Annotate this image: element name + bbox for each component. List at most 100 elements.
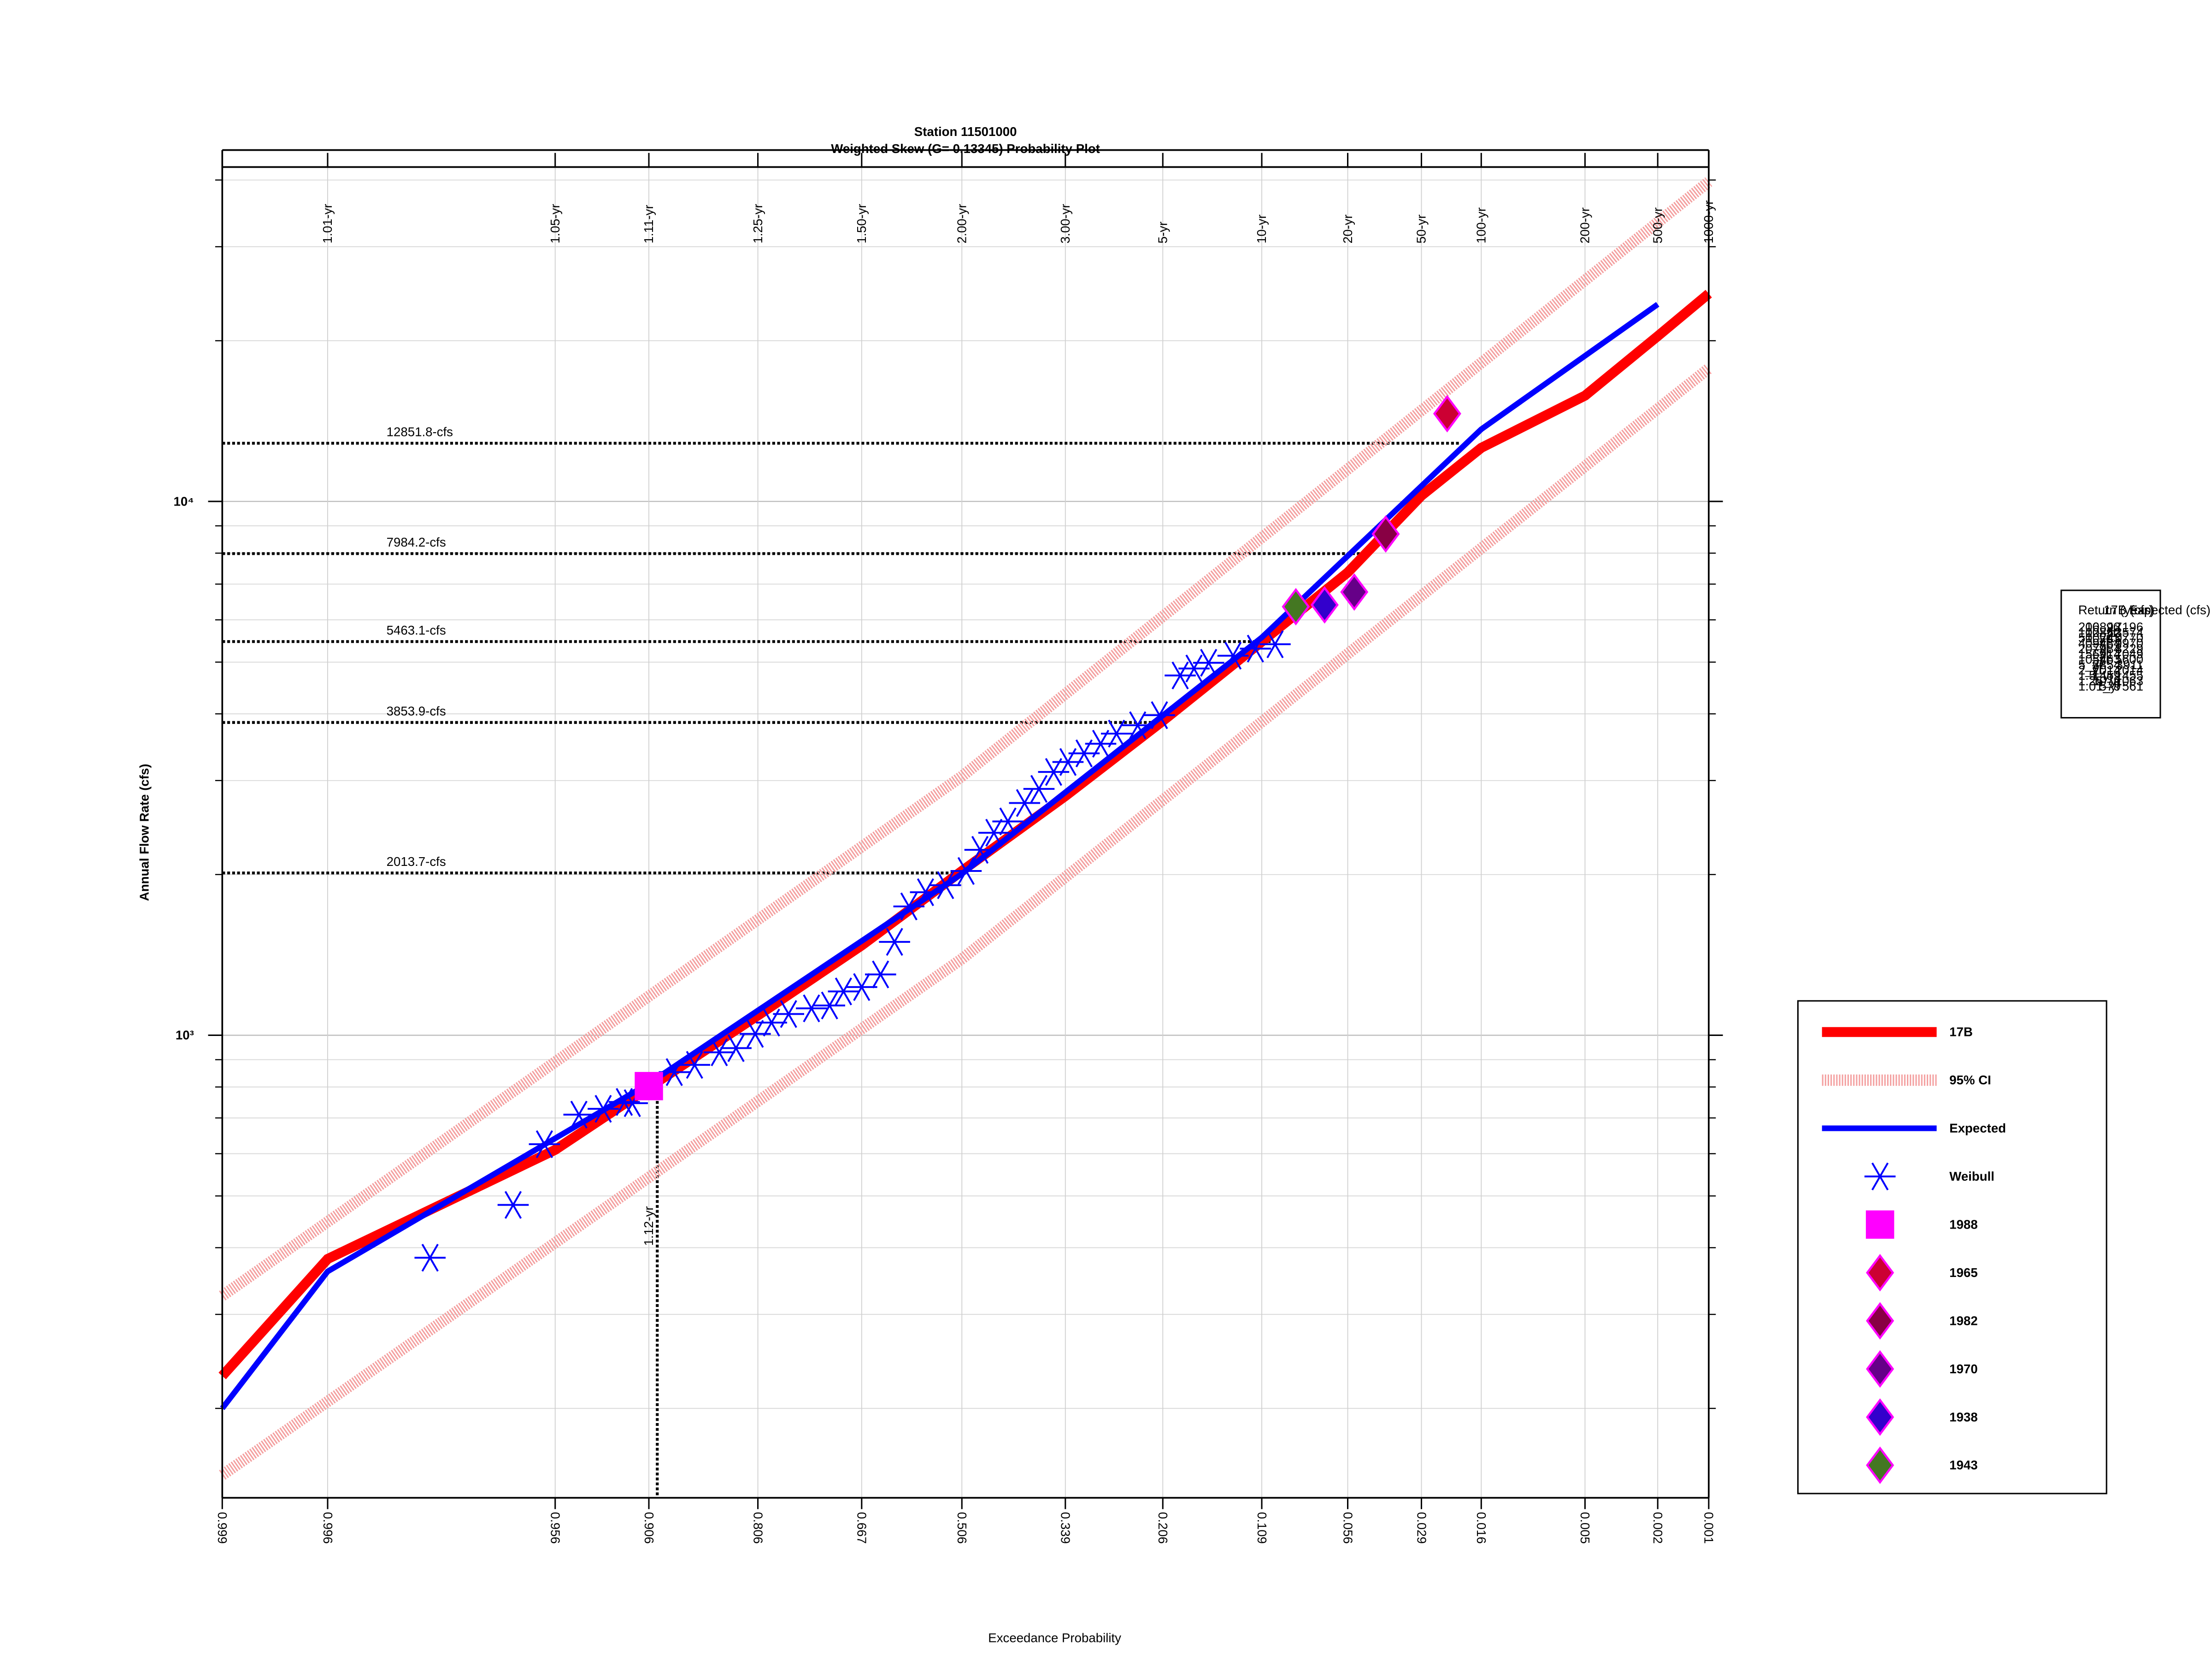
legend-label: Weibull (1949, 1169, 1994, 1183)
table-cell: 2_yr (2078, 663, 2103, 677)
x2-tick-label: 1.11-yr (641, 205, 656, 243)
legend-label: Expected (1949, 1121, 2006, 1135)
weibull-point (1193, 649, 1224, 677)
table-cell: 3854 (2092, 658, 2120, 672)
x-tick-label: 0.906 (642, 1512, 656, 1544)
reference-label: 2013.7-cfs (387, 854, 446, 869)
weibull-point (773, 1000, 805, 1028)
ci-lower-line (219, 364, 1712, 1480)
weibull-point (720, 1034, 752, 1062)
table-cell: 1.5_yr (2078, 668, 2114, 682)
weibull-point (930, 871, 961, 900)
diamond-point (1433, 394, 1461, 433)
weibull-point (1240, 635, 1271, 663)
table-cell: 6914 (2092, 647, 2120, 661)
table-cell: 2014 (2092, 663, 2120, 677)
table-cell: 1.01_yr (2078, 679, 2121, 694)
table-cell: 1459 (2092, 668, 2120, 682)
y-tick-label: 10³ (176, 1028, 194, 1042)
x2-tick-label: 1.01-yr (320, 204, 335, 243)
table-cell: 10243 (2085, 630, 2121, 645)
weibull-point (659, 1058, 690, 1086)
x2-tick-label: 100-yr (1474, 207, 1488, 243)
weibull-point (1101, 719, 1132, 748)
x-tick-label: 0.109 (1255, 1512, 1269, 1544)
x-tick-label: 0.029 (1414, 1512, 1429, 1544)
weibull-point (529, 1130, 560, 1159)
legend-swatch (1866, 1254, 1894, 1292)
legend-label: 1938 (1949, 1410, 1977, 1424)
reference-label: 7984.2-cfs (387, 535, 446, 549)
table-cell: 7984 (2092, 641, 2120, 656)
table-cell: 1063 (2115, 674, 2143, 688)
series-line (218, 289, 1712, 1380)
x-tick-label: 0.016 (1474, 1512, 1488, 1544)
weibull-point (1038, 758, 1070, 786)
x2-tick-label: 1.50-yr (854, 204, 869, 243)
x-tick-label: 0.996 (321, 1512, 335, 1544)
x2-tick-label: 500-yr (1650, 207, 1665, 243)
legend-box (1797, 1000, 2107, 1494)
series-line (220, 302, 1659, 1410)
legend-label: 17B (1949, 1025, 1973, 1039)
x-axis-label: Exceedance Probability (988, 1631, 1121, 1645)
table-cell: 100_yr (2078, 625, 2117, 640)
table-cell: 12852 (2085, 625, 2121, 640)
table-cell: 1079 (2092, 674, 2120, 688)
weibull-point (563, 1100, 595, 1129)
legend-swatch (1866, 1350, 1894, 1388)
x2-tick-label: 5-yr (1155, 222, 1170, 244)
table-cell: 561 (2122, 679, 2143, 694)
diamond-point (1371, 515, 1400, 553)
table-cell: 1.25_yr (2078, 674, 2121, 688)
reference-label: 5463.1-cfs (387, 623, 446, 637)
y-tick-label: 10⁴ (173, 494, 194, 508)
legend-label: 1988 (1949, 1217, 1977, 1231)
x2-tick-label: 200-yr (1578, 207, 1592, 243)
table-cell: 5463 (2092, 652, 2120, 666)
weibull-point (704, 1038, 735, 1066)
x-tick-label: 0.206 (1156, 1512, 1170, 1544)
legend-label: 1982 (1949, 1313, 1977, 1328)
y-axis-label: Annual Flow Rate (cfs) (137, 764, 152, 901)
reference-label: 3853.9-cfs (387, 704, 446, 718)
legend-label: 1943 (1949, 1458, 1977, 1472)
weibull-point (414, 1244, 446, 1272)
weibull-point (1144, 701, 1175, 729)
table-cell: 5_yr (2078, 658, 2103, 672)
table-cell: 50_yr (2078, 630, 2110, 645)
table-cell: 579 (2100, 679, 2121, 694)
table-header: 17B (cfs) (2104, 603, 2155, 617)
table-cell: 17196 (2108, 620, 2143, 634)
x-tick-label: 0.339 (1059, 1512, 1073, 1544)
summary-table: Return (year)17B (cfs)Expected (cfs) 200_… (2078, 603, 2211, 693)
legend-swatch (1864, 1162, 1896, 1191)
diamond-point (1340, 573, 1369, 611)
legend: 17B 95% CI Expected Weibull 1988 1965 1982 1970… (1822, 1025, 2006, 1484)
table-cell: 8229 (2115, 641, 2143, 656)
x-tick-label: 0.001 (1702, 1512, 1716, 1544)
x-tick-label: 0.806 (751, 1512, 765, 1544)
legend-swatch (1866, 1446, 1894, 1484)
table-cell: 13574 (2108, 625, 2143, 640)
table-cell: 20_yr (2078, 641, 2110, 656)
weibull-point (978, 818, 1010, 847)
weibull-point (1009, 789, 1041, 817)
weibull-point (497, 1191, 529, 1219)
table-header: Return (year) (2078, 603, 2153, 617)
table-cell: 200_yr (2078, 620, 2117, 634)
weibull-point (796, 994, 827, 1023)
diamond-point (1310, 586, 1339, 624)
x2-tick-label: 1.05-yr (548, 204, 562, 243)
weibull-point (608, 1088, 640, 1116)
weibull-point (893, 892, 925, 921)
table-cell: 5600 (2115, 652, 2143, 666)
table-cell: 1455 (2115, 668, 2143, 682)
weibull-point (679, 1051, 711, 1079)
x2-tick-label: 1.25-yr (751, 204, 765, 243)
weibull-point (814, 991, 845, 1020)
plot-area: 12851.8-cfs 7984.2-cfs 5463.1-cfs 3853.9-cf… (218, 177, 1712, 1498)
weibull-point (910, 878, 941, 906)
legend-swatch (1866, 1398, 1894, 1436)
